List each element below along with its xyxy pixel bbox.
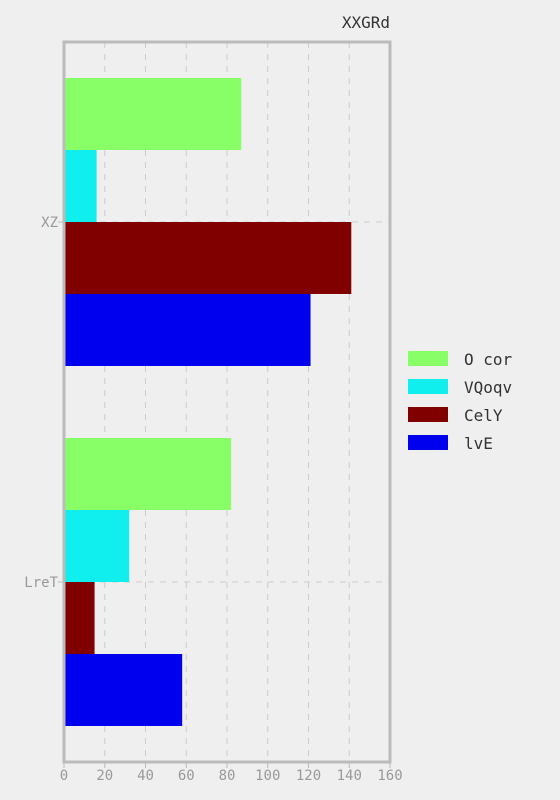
- legend-swatch-vqoqv: [408, 379, 448, 394]
- y-tick-label: XZ: [41, 215, 58, 231]
- bar-vqoqv-lret: [64, 510, 129, 582]
- bar-lve-lret: [64, 654, 182, 726]
- x-tick-label: 20: [96, 768, 113, 784]
- bar-lve-xz: [64, 294, 311, 366]
- x-tick-label: 100: [255, 768, 280, 784]
- legend-label-vqoqv: VQoqv: [464, 378, 512, 397]
- x-tick-label: 40: [137, 768, 154, 784]
- x-tick-label: 80: [219, 768, 236, 784]
- bar-vqoqv-xz: [64, 150, 97, 222]
- y-tick-label: LreT: [24, 575, 58, 591]
- x-tick-label: 160: [377, 768, 402, 784]
- legend: O cor VQoqv CelY lvE: [408, 350, 513, 453]
- legend-swatch-lve: [408, 435, 448, 450]
- x-tick-label: 0: [60, 768, 68, 784]
- bar-o-cor-xz: [64, 78, 241, 150]
- bar-o-cor-lret: [64, 438, 231, 510]
- legend-label-o-cor: O cor: [464, 350, 513, 369]
- legend-label-lve: lvE: [464, 434, 493, 453]
- bar-cely-xz: [64, 222, 351, 294]
- x-tick-label: 60: [178, 768, 195, 784]
- x-tick-label: 120: [296, 768, 321, 784]
- legend-swatch-o-cor: [408, 351, 448, 366]
- x-tick-label: 140: [337, 768, 362, 784]
- legend-swatch-cely: [408, 407, 448, 422]
- chart-title: XXGRd: [342, 13, 390, 32]
- legend-label-cely: CelY: [464, 406, 503, 425]
- bar-cely-lret: [64, 582, 95, 654]
